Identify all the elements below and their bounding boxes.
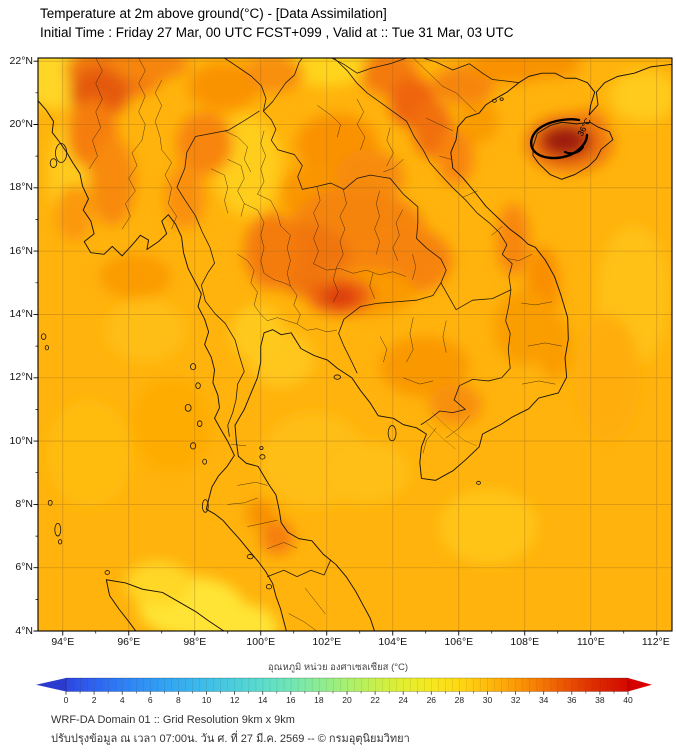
colorbar-tick-label: 40 — [623, 695, 633, 705]
colorbar-tick-label: 36 — [567, 695, 577, 705]
country-borders — [177, 58, 519, 577]
page-subtitle: Initial Time : Friday 27 Mar, 00 UTC FCS… — [40, 24, 514, 40]
colorbar-tick-label: 24 — [398, 695, 408, 705]
x-tick-label: 106°E — [444, 636, 474, 648]
y-tick-label: 18°N — [9, 181, 33, 194]
colorbar-tick-label: 34 — [539, 695, 549, 705]
y-tick-label: 10°N — [9, 434, 33, 447]
colorbar-tick-label: 4 — [120, 695, 125, 705]
y-tick-label: 16°N — [9, 244, 33, 257]
province-borders — [89, 58, 562, 631]
x-tick-label: 112°E — [641, 636, 670, 648]
y-tick-label: 8°N — [15, 497, 33, 510]
colorbar-tick-label: 0 — [64, 695, 69, 705]
x-tick-label: 110°E — [576, 636, 605, 648]
colorbar-tick-label: 14 — [258, 695, 268, 705]
colorbar-tick-label: 38 — [595, 695, 605, 705]
y-tick-label: 20°N — [9, 118, 33, 130]
footer-update-info: ปรับปรุงข้อมูล ณ เวลา 07:00น. วัน ศ. ที่… — [51, 733, 410, 745]
colorbar-tick-label: 8 — [176, 695, 181, 705]
colorbar-tick-label: 20 — [342, 695, 352, 705]
footer-domain-info: WRF-DA Domain 01 :: Grid Resolution 9km … — [51, 714, 295, 726]
temperature-map: 36°C — [33, 56, 673, 636]
page-title: Temperature at 2m above ground(°C) - [Da… — [40, 6, 387, 21]
colorbar-tick-label: 16 — [286, 695, 296, 705]
colorbar-tick-label: 2 — [92, 695, 97, 705]
y-tick-label: 14°N — [9, 308, 33, 320]
x-tick-label: 104°E — [378, 636, 408, 648]
colorbar-ticks — [65, 691, 629, 695]
colorbar-tick-label: 22 — [370, 695, 380, 705]
y-tick-label: 6°N — [15, 561, 33, 574]
colorbar-tick-label: 28 — [455, 695, 465, 705]
colorbar-tick-label: 32 — [511, 695, 521, 705]
axis-ticks — [33, 60, 658, 636]
y-tick-label: 12°N — [9, 371, 33, 384]
colorbar-tick-label: 18 — [314, 695, 324, 705]
x-tick-label: 98°E — [183, 636, 207, 648]
colorbar-tick-label: 10 — [202, 695, 212, 705]
temperature-field — [38, 58, 672, 631]
colorbar-cell-lines — [66, 678, 628, 692]
x-tick-label: 100°E — [246, 636, 276, 648]
colorbar-tick-label: 30 — [483, 695, 493, 705]
map-frame — [37, 57, 673, 632]
islands — [41, 98, 503, 589]
colorbar-tick-label: 12 — [230, 695, 240, 705]
x-tick-label: 108°E — [510, 636, 540, 648]
colorbar-right-arrow — [628, 678, 652, 692]
colorbar-left-arrow — [36, 678, 66, 692]
y-tick-label: 22°N — [9, 54, 33, 67]
x-tick-label: 96°E — [117, 636, 141, 648]
colorbar-tick-label: 26 — [427, 695, 437, 705]
coastlines — [38, 64, 672, 631]
y-tick-label: 4°N — [15, 624, 33, 637]
colorbar-tick-labels: 0 2 4 6 8 10 12 14 16 18 20 22 24 26 28 … — [64, 695, 633, 705]
colorbar-label: อุณหภูมิ หน่วย องศาเซลเซียส (°C) — [267, 662, 409, 673]
x-tick-label: 102°E — [312, 636, 342, 648]
grid-lines — [36, 56, 673, 634]
x-tick-label: 94°E — [51, 636, 75, 648]
colorbar-tick-label: 6 — [148, 695, 153, 705]
colorbar: 0 2 4 6 8 10 12 14 16 18 20 22 24 26 28 … — [36, 677, 652, 705]
